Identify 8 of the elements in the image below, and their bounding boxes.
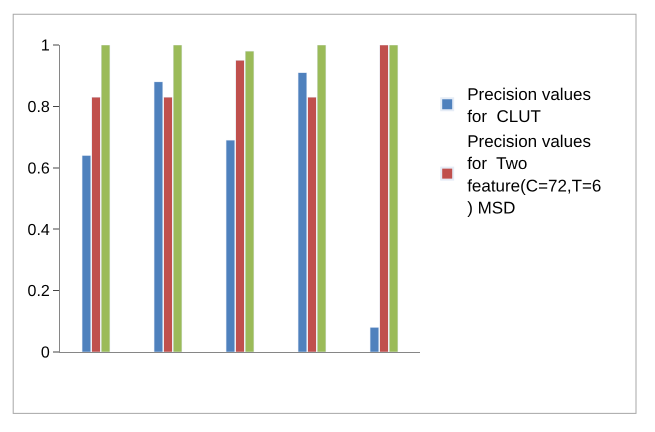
y-tick-label: 0.4 [28, 222, 50, 239]
legend-label: Precision values for CLUT [467, 84, 591, 126]
y-tick-label: 0.6 [28, 160, 50, 178]
y-tick-label: 1 [40, 38, 50, 55]
y-tick-label: 0.8 [28, 99, 50, 116]
legend-label: Precision values for Two feature(C=72,T=6 ) MSD [467, 132, 602, 218]
y-tick-label: 0 [40, 344, 50, 362]
y-tick-label: 0.2 [28, 283, 50, 300]
